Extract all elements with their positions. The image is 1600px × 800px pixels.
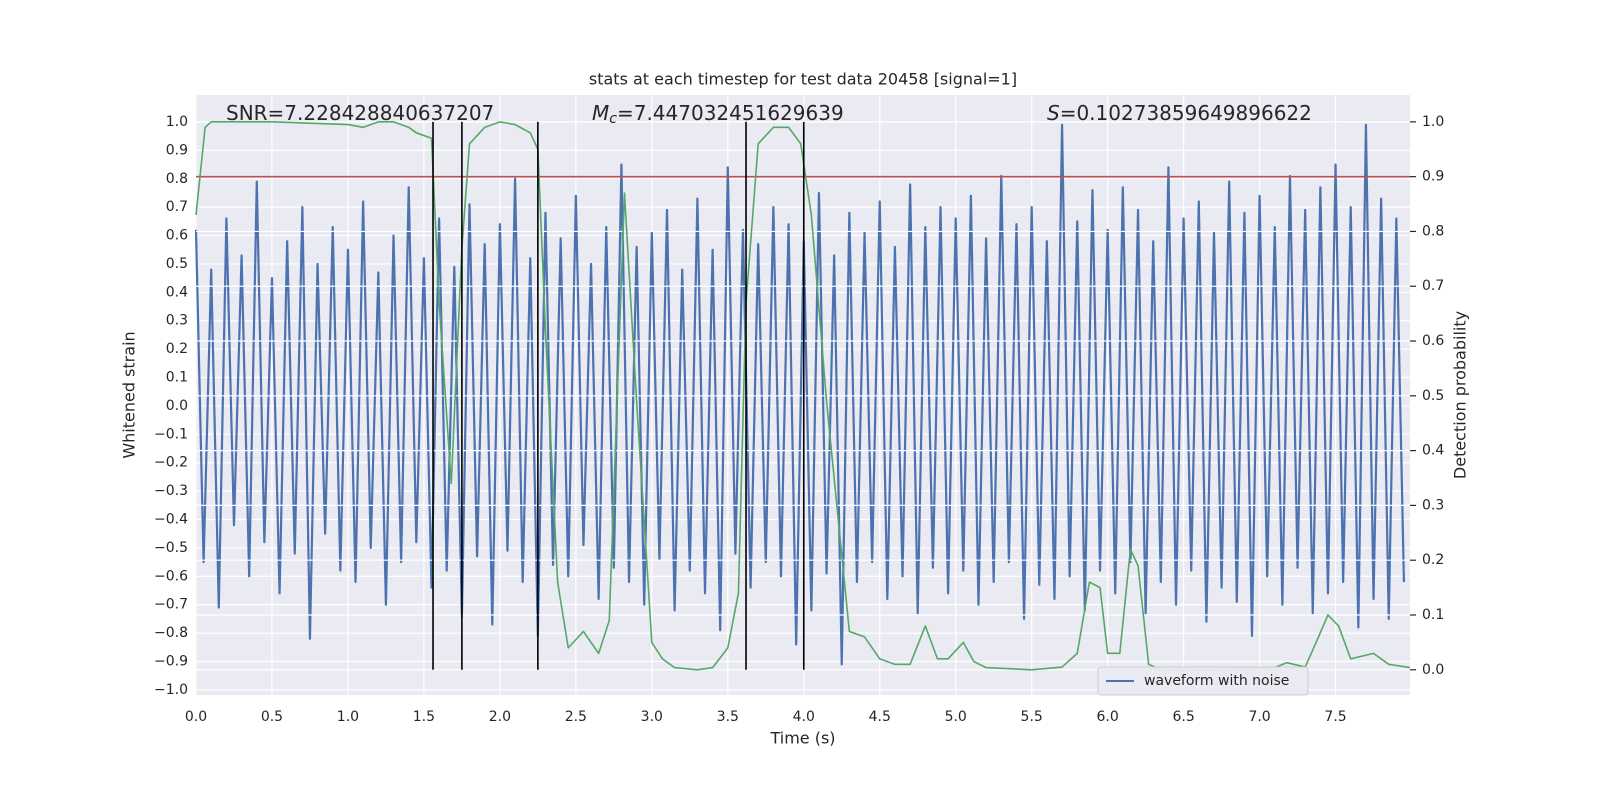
- y-tick-label: −1.0: [154, 682, 188, 698]
- y-tick-label: 0.3: [166, 313, 188, 329]
- x-axis-label: Time (s): [769, 729, 835, 748]
- y2-tick-label: 0.0: [1422, 662, 1444, 678]
- chart-title: stats at each timestep for test data 204…: [589, 70, 1017, 89]
- y-tick-label: −0.8: [154, 625, 188, 641]
- x-tick-label: 0.5: [261, 709, 283, 725]
- y2-tick-label: 0.9: [1422, 169, 1444, 185]
- y-tick-label: 1.0: [166, 114, 188, 130]
- y-tick-label: 0.2: [166, 341, 188, 357]
- y-tick-label: 0.0: [166, 398, 188, 414]
- x-tick-label: 7.5: [1324, 709, 1346, 725]
- x-tick-label: 3.5: [717, 709, 739, 725]
- x-tick-label: 1.5: [413, 709, 435, 725]
- annotation-text: =0.10273859649896622: [1060, 101, 1312, 125]
- y2-tick-label: 0.5: [1422, 388, 1444, 404]
- legend-label: waveform with noise: [1144, 673, 1289, 689]
- x-tick-label: 2.0: [489, 709, 511, 725]
- y2-tick-label: 0.7: [1422, 278, 1444, 294]
- y-tick-label: 0.4: [166, 284, 188, 300]
- y2-tick-label: 0.4: [1422, 443, 1444, 459]
- y-tick-label: −0.1: [154, 426, 188, 442]
- x-tick-label: 6.0: [1097, 709, 1119, 725]
- y-tick-label: 0.1: [166, 370, 188, 386]
- y-tick-label: −0.2: [154, 455, 188, 471]
- legend-box: [1097, 666, 1309, 696]
- x-tick-label: 7.0: [1248, 709, 1270, 725]
- x-tick-label: 5.0: [945, 709, 967, 725]
- y-tick-label: −0.3: [154, 483, 188, 499]
- data-line: [194, 123, 1406, 666]
- annotation: Mc=7.447032451629639: [592, 101, 844, 128]
- y-tick-label: −0.4: [154, 512, 188, 528]
- y2-tick-label: 0.8: [1422, 223, 1444, 239]
- y-tick-label: 0.8: [166, 171, 188, 187]
- y-tick-label: −0.6: [154, 568, 188, 584]
- annotation-symbol: S: [1047, 101, 1060, 125]
- annotation-symbol: M: [592, 101, 609, 125]
- y2-tick-label: 1.0: [1422, 114, 1444, 130]
- y-tick-label: 0.6: [166, 228, 188, 244]
- x-tick-label: 4.0: [793, 709, 815, 725]
- x-tick-label: 2.5: [565, 709, 587, 725]
- annotation-text: SNR=7.228428840637207: [226, 101, 494, 125]
- y-tick-label: −0.7: [154, 597, 188, 613]
- y2-axis-label: Detection probability: [1451, 311, 1470, 479]
- y-tick-label: 0.7: [166, 199, 188, 215]
- y2-tick-label: 0.3: [1422, 497, 1444, 513]
- x-tick-label: 1.0: [337, 709, 359, 725]
- annotation-subscript: c: [609, 111, 617, 127]
- y-tick-label: −0.5: [154, 540, 188, 556]
- y-tick-label: −0.9: [154, 653, 188, 669]
- y2-tick-label: 0.6: [1422, 333, 1444, 349]
- x-tick-label: 5.5: [1021, 709, 1043, 725]
- x-tick-label: 3.0: [641, 709, 663, 725]
- x-tick-label: 4.5: [869, 709, 891, 725]
- annotation: S=0.10273859649896622: [1047, 101, 1312, 125]
- annotation: SNR=7.228428840637207: [226, 101, 494, 125]
- x-tick-label: 0.0: [185, 709, 207, 725]
- y2-tick-label: 0.2: [1422, 552, 1444, 568]
- y-axis-label: Whitened strain: [120, 331, 139, 458]
- y-tick-label: 0.9: [166, 142, 188, 158]
- y-tick-label: 0.5: [166, 256, 188, 272]
- y2-tick-label: 0.1: [1422, 607, 1444, 623]
- x-tick-label: 6.5: [1172, 709, 1194, 725]
- annotation-text: =7.447032451629639: [617, 101, 844, 125]
- data-line: [195, 121, 1411, 671]
